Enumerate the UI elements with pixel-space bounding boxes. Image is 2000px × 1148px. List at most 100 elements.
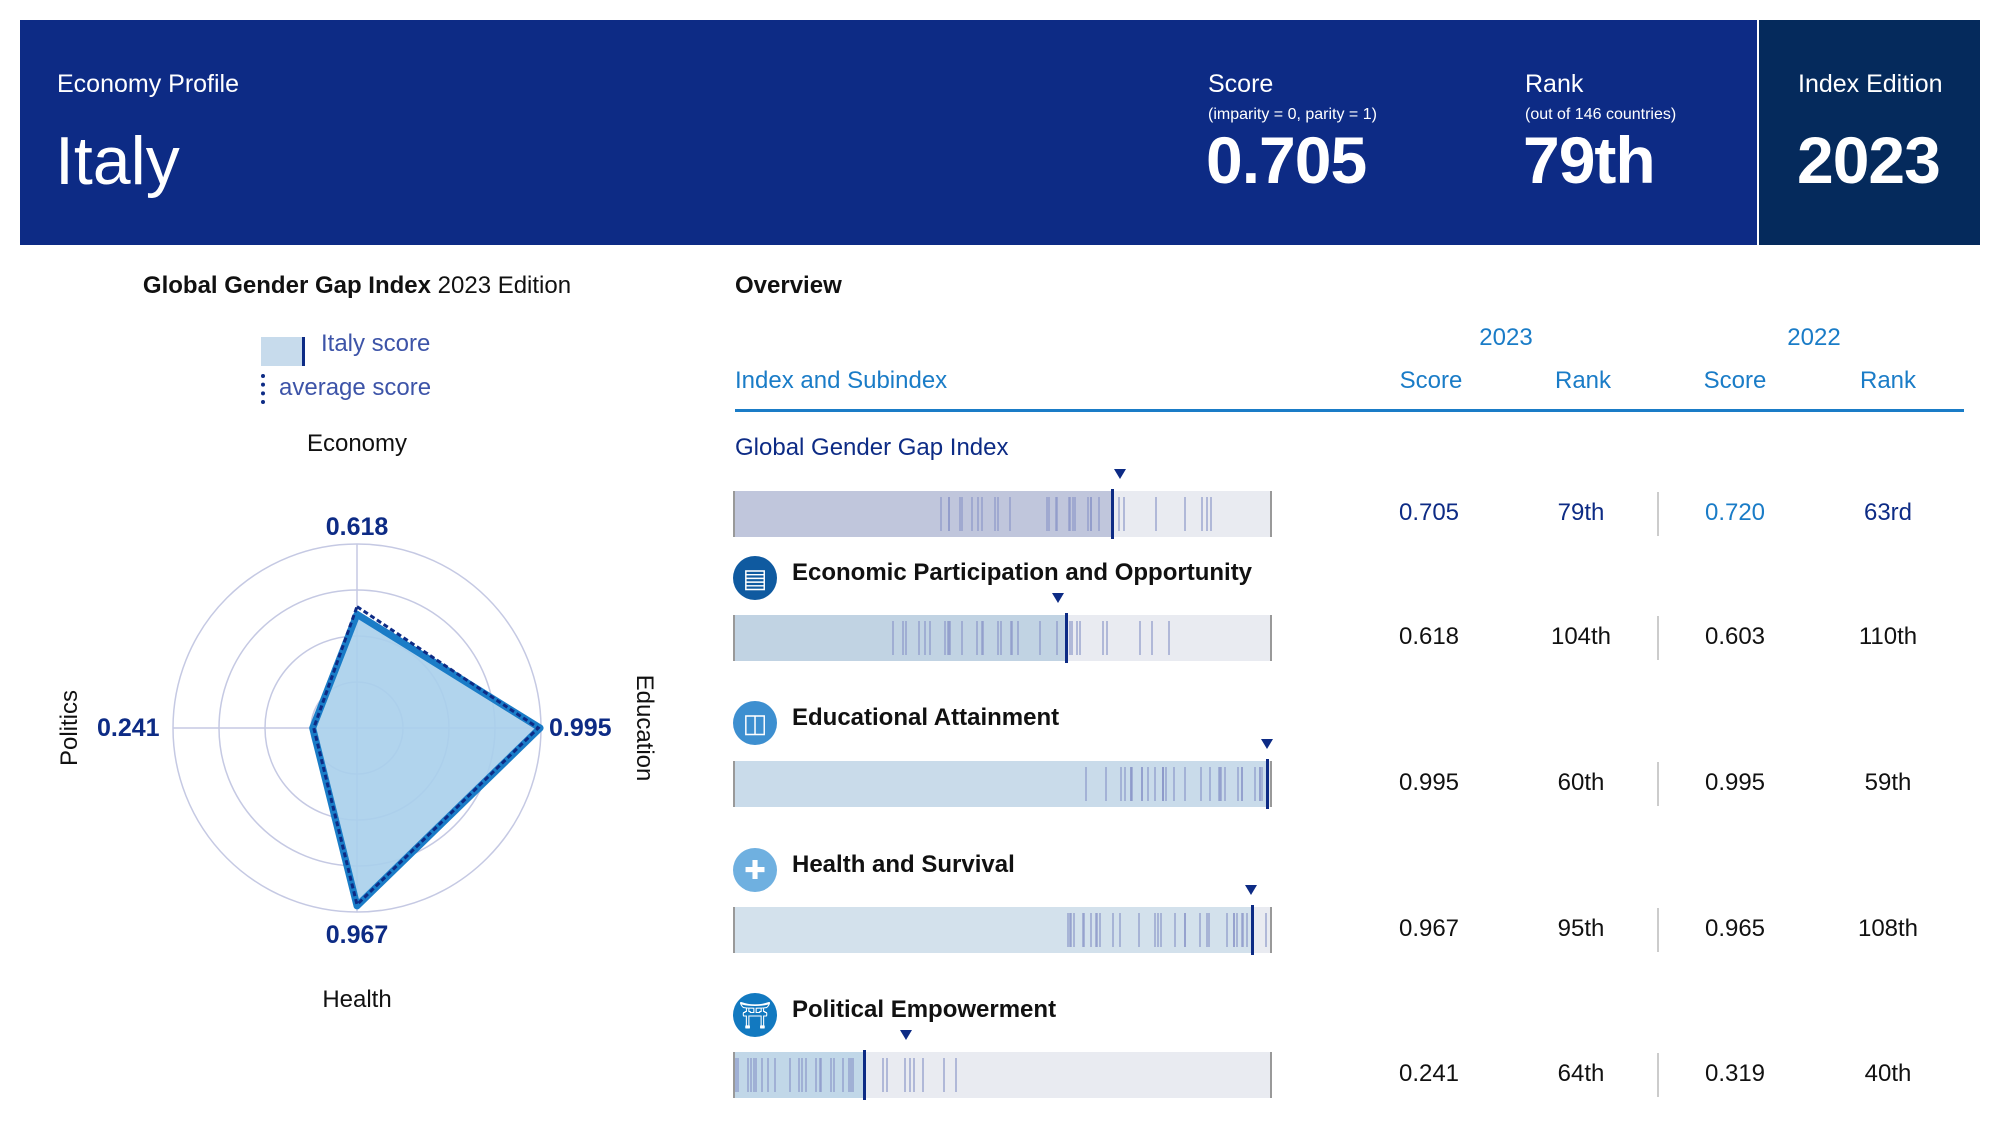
- distribution-tick: [1210, 496, 1213, 532]
- distribution-tick: [958, 496, 961, 532]
- column-separator: [1657, 908, 1659, 952]
- distribution-tick: [1039, 620, 1042, 656]
- score-2022: 0.720: [1704, 499, 1766, 526]
- edition-panel: [1759, 20, 1980, 245]
- rank-2022: 63rd: [1863, 499, 1913, 526]
- distribution-tick: [1083, 912, 1086, 948]
- distribution-tick: [918, 620, 921, 656]
- col-header-index: Index and Subindex: [735, 367, 948, 394]
- distribution-tick: [851, 1057, 854, 1093]
- distribution-tick: [753, 1057, 756, 1093]
- rank-2022: 40th: [1864, 1060, 1912, 1087]
- subindex-title: Economic Participation and Opportunity: [792, 559, 1253, 586]
- score-bar-fill: [735, 907, 1253, 953]
- distribution-tick: [1261, 766, 1264, 802]
- distribution-tick: [841, 1057, 844, 1093]
- distribution-tick: [1140, 766, 1143, 802]
- distribution-tick: [1073, 496, 1076, 532]
- distribution-tick: [892, 620, 895, 656]
- rank-2023: 79th: [1557, 499, 1605, 526]
- distribution-tick: [1259, 766, 1262, 802]
- distribution-tick: [1111, 912, 1114, 948]
- distribution-tick: [1223, 766, 1226, 802]
- distribution-tick: [960, 496, 963, 532]
- distribution-tick: [981, 620, 984, 656]
- distribution-tick: [939, 496, 942, 532]
- chart-title: Global Gender Gap Index 2023 Edition: [143, 272, 571, 300]
- distribution-tick: [947, 496, 950, 532]
- column-separator: [1657, 762, 1659, 806]
- previous-score-arrow-icon: [1261, 739, 1274, 749]
- rank-2023: 104th: [1550, 623, 1612, 650]
- score-marker: [1111, 489, 1115, 539]
- score-label: Score: [1208, 70, 1274, 98]
- overall-rank: 79th: [1523, 123, 1656, 197]
- distribution-tick: [1253, 766, 1256, 802]
- distribution-tick: [1154, 912, 1157, 948]
- distribution-tick: [850, 1057, 853, 1093]
- distribution-tick: [1086, 496, 1089, 532]
- rank-note: (out of 146 countries): [1525, 106, 1677, 123]
- axis-label-politics: Politics: [56, 689, 83, 767]
- distribution-tick: [913, 1057, 916, 1093]
- distribution-tick: [1089, 496, 1092, 532]
- distribution-tick: [1150, 620, 1153, 656]
- health-cross-icon: ✚: [733, 848, 777, 892]
- profile-banner: [20, 20, 1757, 245]
- distribution-tick: [1070, 620, 1073, 656]
- rank-2023: 95th: [1557, 915, 1605, 942]
- legend-average-label: average score: [279, 374, 432, 401]
- distribution-tick: [1099, 912, 1102, 948]
- distribution-tick: [1147, 766, 1149, 802]
- distribution-tick: [921, 1057, 924, 1093]
- score-marker: [862, 1050, 866, 1100]
- previous-score-arrow-icon: [1245, 885, 1258, 895]
- radar-chart: [172, 543, 544, 913]
- distribution-tick: [996, 496, 999, 532]
- distribution-tick: [814, 1057, 817, 1093]
- distribution-tick: [789, 1057, 792, 1093]
- score-2023: 0.241: [1398, 1060, 1460, 1087]
- distribution-tick: [1118, 912, 1121, 948]
- distribution-tick: [819, 1057, 822, 1093]
- axis-label-education: Education: [631, 674, 658, 782]
- year-2022-header: 2022: [1787, 324, 1841, 351]
- subindex-title: Health and Survival: [792, 851, 1015, 878]
- distribution-tick: [1237, 766, 1240, 802]
- value-label-economy: 0.618: [325, 513, 389, 541]
- distribution-tick: [885, 1057, 888, 1093]
- distribution-tick: [1208, 766, 1211, 802]
- distribution-tick: [1008, 496, 1011, 532]
- distribution-tick: [737, 1057, 739, 1093]
- distribution-tick: [1162, 766, 1165, 802]
- distribution-tick: [1096, 912, 1099, 948]
- distribution-tick: [1130, 766, 1132, 802]
- score-note: (imparity = 0, parity = 1): [1208, 106, 1377, 123]
- rank-2022: 59th: [1864, 769, 1912, 796]
- rank-label: Rank: [1525, 70, 1584, 98]
- distribution-tick: [1122, 496, 1125, 532]
- distribution-tick: [1200, 766, 1202, 802]
- distribution-tick: [735, 1057, 738, 1093]
- distribution-tick: [1072, 912, 1075, 948]
- col-header-rank-2022: Rank: [1859, 367, 1917, 394]
- distribution-tick: [1048, 496, 1051, 532]
- score-marker: [1266, 759, 1270, 809]
- edition-year: 2023: [1797, 123, 1941, 197]
- legend-average-line: [261, 374, 265, 404]
- distribution-tick: [1206, 496, 1209, 532]
- year-2023-header: 2023: [1479, 324, 1533, 351]
- score-2023: 0.967: [1398, 915, 1460, 942]
- distribution-tick: [1168, 620, 1171, 656]
- value-label-health: 0.967: [325, 921, 389, 949]
- distribution-tick: [971, 496, 974, 532]
- distribution-tick: [1183, 766, 1186, 802]
- distribution-tick: [999, 620, 1002, 656]
- distribution-tick: [909, 1057, 912, 1093]
- distribution-tick: [832, 1057, 835, 1093]
- column-separator: [1657, 492, 1659, 536]
- distribution-tick: [1068, 496, 1071, 532]
- distribution-tick: [1081, 912, 1084, 948]
- distribution-tick: [975, 620, 978, 656]
- edition-label: Index Edition: [1798, 70, 1943, 98]
